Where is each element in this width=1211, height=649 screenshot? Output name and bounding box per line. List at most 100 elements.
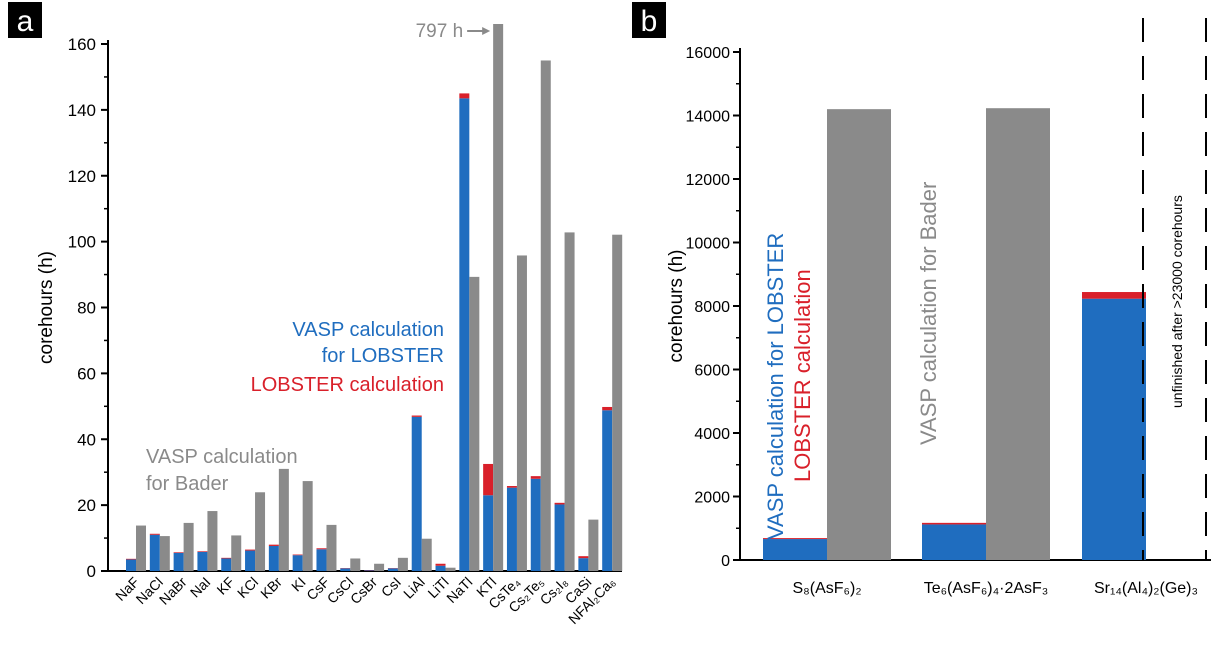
bar-vasp-lobster-a <box>459 98 470 572</box>
legend-vasp-lobster-b: VASP calculation for LOBSTER <box>763 233 788 540</box>
x-tick-label-a: KF <box>213 574 237 598</box>
bar-bader-a <box>302 481 313 571</box>
legend-vasp-lobster-line1: VASP calculation <box>292 319 444 341</box>
y-tick-label-b: 14000 <box>686 109 731 126</box>
bar-vasp-lobster-a <box>316 549 327 571</box>
bar-vasp-lobster-a <box>340 568 351 571</box>
panel-a-letter: a <box>17 5 34 38</box>
bar-bader-a <box>350 558 361 571</box>
y-tick-label-b: 2000 <box>694 490 730 507</box>
bar-bader-a <box>397 557 408 571</box>
x-tick-label-a: NaBr <box>156 574 190 608</box>
bar-lobster-a <box>483 463 494 496</box>
y-tick-label-b: 10000 <box>686 236 731 253</box>
bar-bader-a <box>278 468 289 571</box>
bar-vasp-lobster-b <box>763 539 827 560</box>
x-tick-label-a: LiAl <box>400 574 428 602</box>
bar-lobster-a <box>578 556 589 559</box>
label-bader-line1: VASP calculation <box>146 446 298 468</box>
bar-bader-a <box>445 567 456 571</box>
bar-lobster-a <box>554 502 565 505</box>
legend-lobster: LOBSTER calculation <box>251 374 444 396</box>
bar-vasp-lobster-a <box>245 550 256 571</box>
y-tick-label-b: 0 <box>721 553 730 570</box>
bar-lobster-a <box>173 552 184 553</box>
panel-b-badge <box>632 2 666 38</box>
bar-vasp-lobster-a <box>268 545 279 571</box>
y-tick-label-a: 0 <box>87 562 96 581</box>
bar-vasp-lobster-a <box>364 570 375 571</box>
bar-lobster-b <box>1082 292 1146 299</box>
bar-bader-a <box>516 255 527 572</box>
bar-bader-a <box>183 522 194 571</box>
bar-lobster-a <box>126 558 136 560</box>
y-tick-label-a: 100 <box>68 233 96 252</box>
bar-bader-a <box>612 234 623 571</box>
y-tick-label-b: 6000 <box>694 363 730 380</box>
bar-lobster-a <box>245 549 256 551</box>
y-tick-label-b: 4000 <box>694 426 730 443</box>
bar-lobster-a <box>268 544 279 546</box>
x-tick-label-b: Te₆(AsF₆)₄·2AsF₃ <box>924 580 1049 597</box>
y-tick-label-b: 16000 <box>686 45 731 62</box>
bar-vasp-lobster-a <box>483 495 494 571</box>
bar-vasp-lobster-a <box>602 410 613 571</box>
y-tick-label-a: 140 <box>68 101 96 120</box>
bar-vasp-lobster-a <box>435 565 446 571</box>
panel-a-badge <box>8 2 42 38</box>
x-tick-label-a: CsI <box>378 574 404 600</box>
annotation-797h: 797 h <box>416 21 464 42</box>
bar-lobster-a <box>435 563 446 566</box>
bar-bader-a <box>564 232 575 571</box>
bar-bader-a <box>588 519 599 571</box>
y-axis-label-a: corehours (h) <box>36 251 57 364</box>
legend-lobster-b: LOBSTER calculation <box>790 269 815 482</box>
bar-lobster-a <box>316 548 327 550</box>
bar-lobster-a <box>149 533 160 535</box>
bar-bader-b <box>827 109 891 561</box>
x-tick-label-a: KBr <box>257 574 285 602</box>
bar-lobster-b <box>922 522 986 525</box>
bar-lobster-a <box>221 557 232 559</box>
bar-lobster-a <box>530 476 541 479</box>
x-tick-label-b: Sr₁₄(Al₄)₂(Ge)₃ <box>1094 580 1198 597</box>
bar-vasp-lobster-a <box>197 551 208 571</box>
bar-bader-a <box>231 535 242 571</box>
bar-vasp-lobster-a <box>149 534 160 571</box>
bar-lobster-a <box>292 554 303 556</box>
bar-bader-a <box>421 538 432 571</box>
bar-bader-a <box>540 60 551 571</box>
bar-vasp-lobster-a <box>554 504 565 571</box>
annotation-arrow-head <box>482 27 491 35</box>
y-tick-label-a: 40 <box>77 430 96 449</box>
bar-vasp-lobster-a <box>292 555 303 571</box>
y-tick-label-b: 8000 <box>694 299 730 316</box>
legend-bader-b: VASP calculation for Bader <box>916 182 941 445</box>
bar-bader-a <box>255 492 266 571</box>
bar-lobster-a <box>197 551 208 552</box>
y-tick-label-a: 60 <box>77 364 96 383</box>
bar-lobster-a <box>459 93 470 99</box>
panel-b-letter: b <box>641 5 658 38</box>
x-tick-label-a: NaI <box>187 574 214 601</box>
bar-bader-a <box>374 563 385 571</box>
unfinished-label: unfinished after >23000 corehours <box>1169 195 1185 408</box>
y-tick-label-a: 80 <box>77 299 96 318</box>
x-tick-label-a: KCl <box>234 574 261 601</box>
bar-vasp-lobster-a <box>578 558 589 571</box>
bar-vasp-lobster-b <box>922 524 986 560</box>
y-axis-label-b: corehours (h) <box>666 250 687 363</box>
bar-vasp-lobster-a <box>221 558 232 571</box>
y-tick-label-a: 20 <box>77 496 96 515</box>
bar-lobster-a <box>602 406 613 411</box>
bar-vasp-lobster-a <box>126 559 136 571</box>
bar-vasp-lobster-a <box>387 568 398 571</box>
y-tick-label-b: 12000 <box>686 172 731 189</box>
bar-bader-b <box>986 108 1050 560</box>
x-tick-label-a: CsBr <box>347 574 381 608</box>
y-tick-label-a: 120 <box>68 167 96 186</box>
x-tick-label-b: S₈(AsF₆)₂ <box>792 580 861 597</box>
bar-lobster-a <box>506 486 517 488</box>
